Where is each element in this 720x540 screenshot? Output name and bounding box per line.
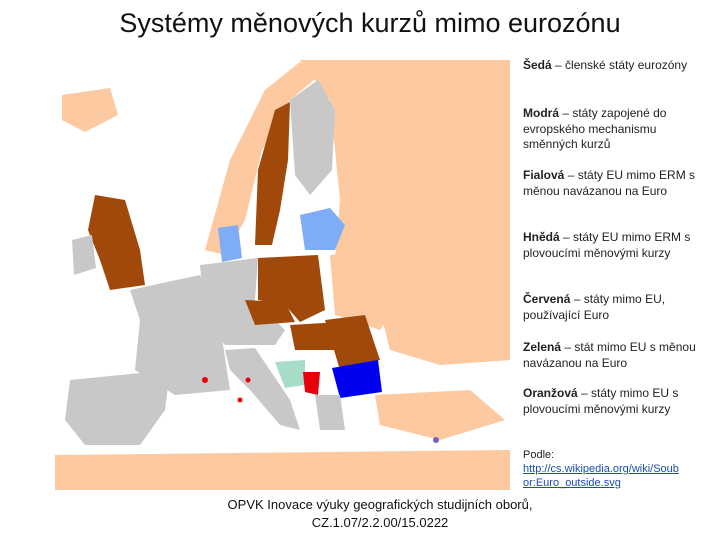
bosnia [275, 360, 305, 388]
czechia [245, 300, 295, 325]
legend-item: Červená – státy mimo EU, používající Eur… [523, 292, 713, 323]
legend-desc: – členské státy eurozóny [555, 58, 688, 72]
hungary [290, 322, 340, 350]
norway [205, 62, 320, 255]
iceland [62, 88, 118, 132]
legend-desc: – státy zapojené do evropského mechanism… [523, 106, 667, 151]
legend-item: Šedá – členské státy eurozóny [523, 58, 713, 74]
montenegro-kosovo [303, 372, 320, 395]
iberia [65, 370, 170, 445]
legend-desc: – státy EU mimo ERM s plovoucími měnovým… [523, 230, 691, 260]
footer-line: OPVK Inovace výuky geografických studijn… [227, 497, 533, 512]
legend-desc: – státy EU mimo ERM s měnou navázanou na… [523, 168, 696, 198]
france [130, 275, 230, 395]
source: Podle: http://cs.wikipedia.org/wiki/Soub… [523, 448, 683, 490]
ireland [72, 235, 96, 275]
footer-line: CZ.1.07/2.2.00/15.0222 [311, 515, 449, 530]
source-label: Podle: [523, 449, 555, 461]
footer: OPVK Inovace výuky geografických studijn… [190, 496, 570, 532]
legend-term: Hnědá [523, 230, 560, 244]
russia [300, 60, 510, 365]
legend-item: Oranžová – státy mimo EU s plovoucími mě… [523, 386, 713, 417]
denmark [218, 225, 242, 262]
legend-desc: – státy mimo EU s plovoucími měnovými ku… [523, 386, 679, 416]
legend-term: Modrá [523, 106, 559, 120]
legend-desc: – státy mimo EU, používající Euro [523, 292, 666, 322]
baltics [300, 208, 345, 250]
legend-item: Hnědá – státy EU mimo ERM s plovoucími m… [523, 230, 713, 261]
vatican [237, 397, 243, 403]
finland [290, 80, 335, 195]
belarus-ukraine [330, 250, 400, 330]
italy [225, 348, 300, 430]
slide-title: Systémy měnových kurzů mimo eurozónu [119, 8, 621, 38]
romania [325, 315, 380, 370]
legend-term: Oranžová [523, 386, 578, 400]
africa [55, 450, 510, 490]
legend-term: Červená [523, 292, 571, 306]
cyprus [433, 437, 439, 443]
san-marino [245, 377, 251, 383]
sweden [255, 102, 290, 245]
greece [315, 395, 345, 430]
bulgaria [332, 360, 382, 398]
uk [88, 195, 145, 290]
legend-term: Zelená [523, 340, 562, 354]
turkey [375, 390, 505, 440]
legend-term: Šedá [523, 58, 552, 72]
legend-item: Zelená – stát mimo EU s měnou navázanou … [523, 340, 713, 371]
legend-item: Modrá – státy zapojené do evropského mec… [523, 106, 713, 153]
legend-term: Fialová [523, 168, 565, 182]
source-link[interactable]: http://cs.wikipedia.org/wiki/Soubor:Euro… [523, 463, 679, 489]
legend-desc: – stát mimo EU s měnou navázanou na Euro [523, 340, 696, 370]
poland [258, 255, 325, 322]
legend-item: Fialová – státy EU mimo ERM s měnou navá… [523, 168, 713, 199]
monaco [202, 377, 208, 383]
